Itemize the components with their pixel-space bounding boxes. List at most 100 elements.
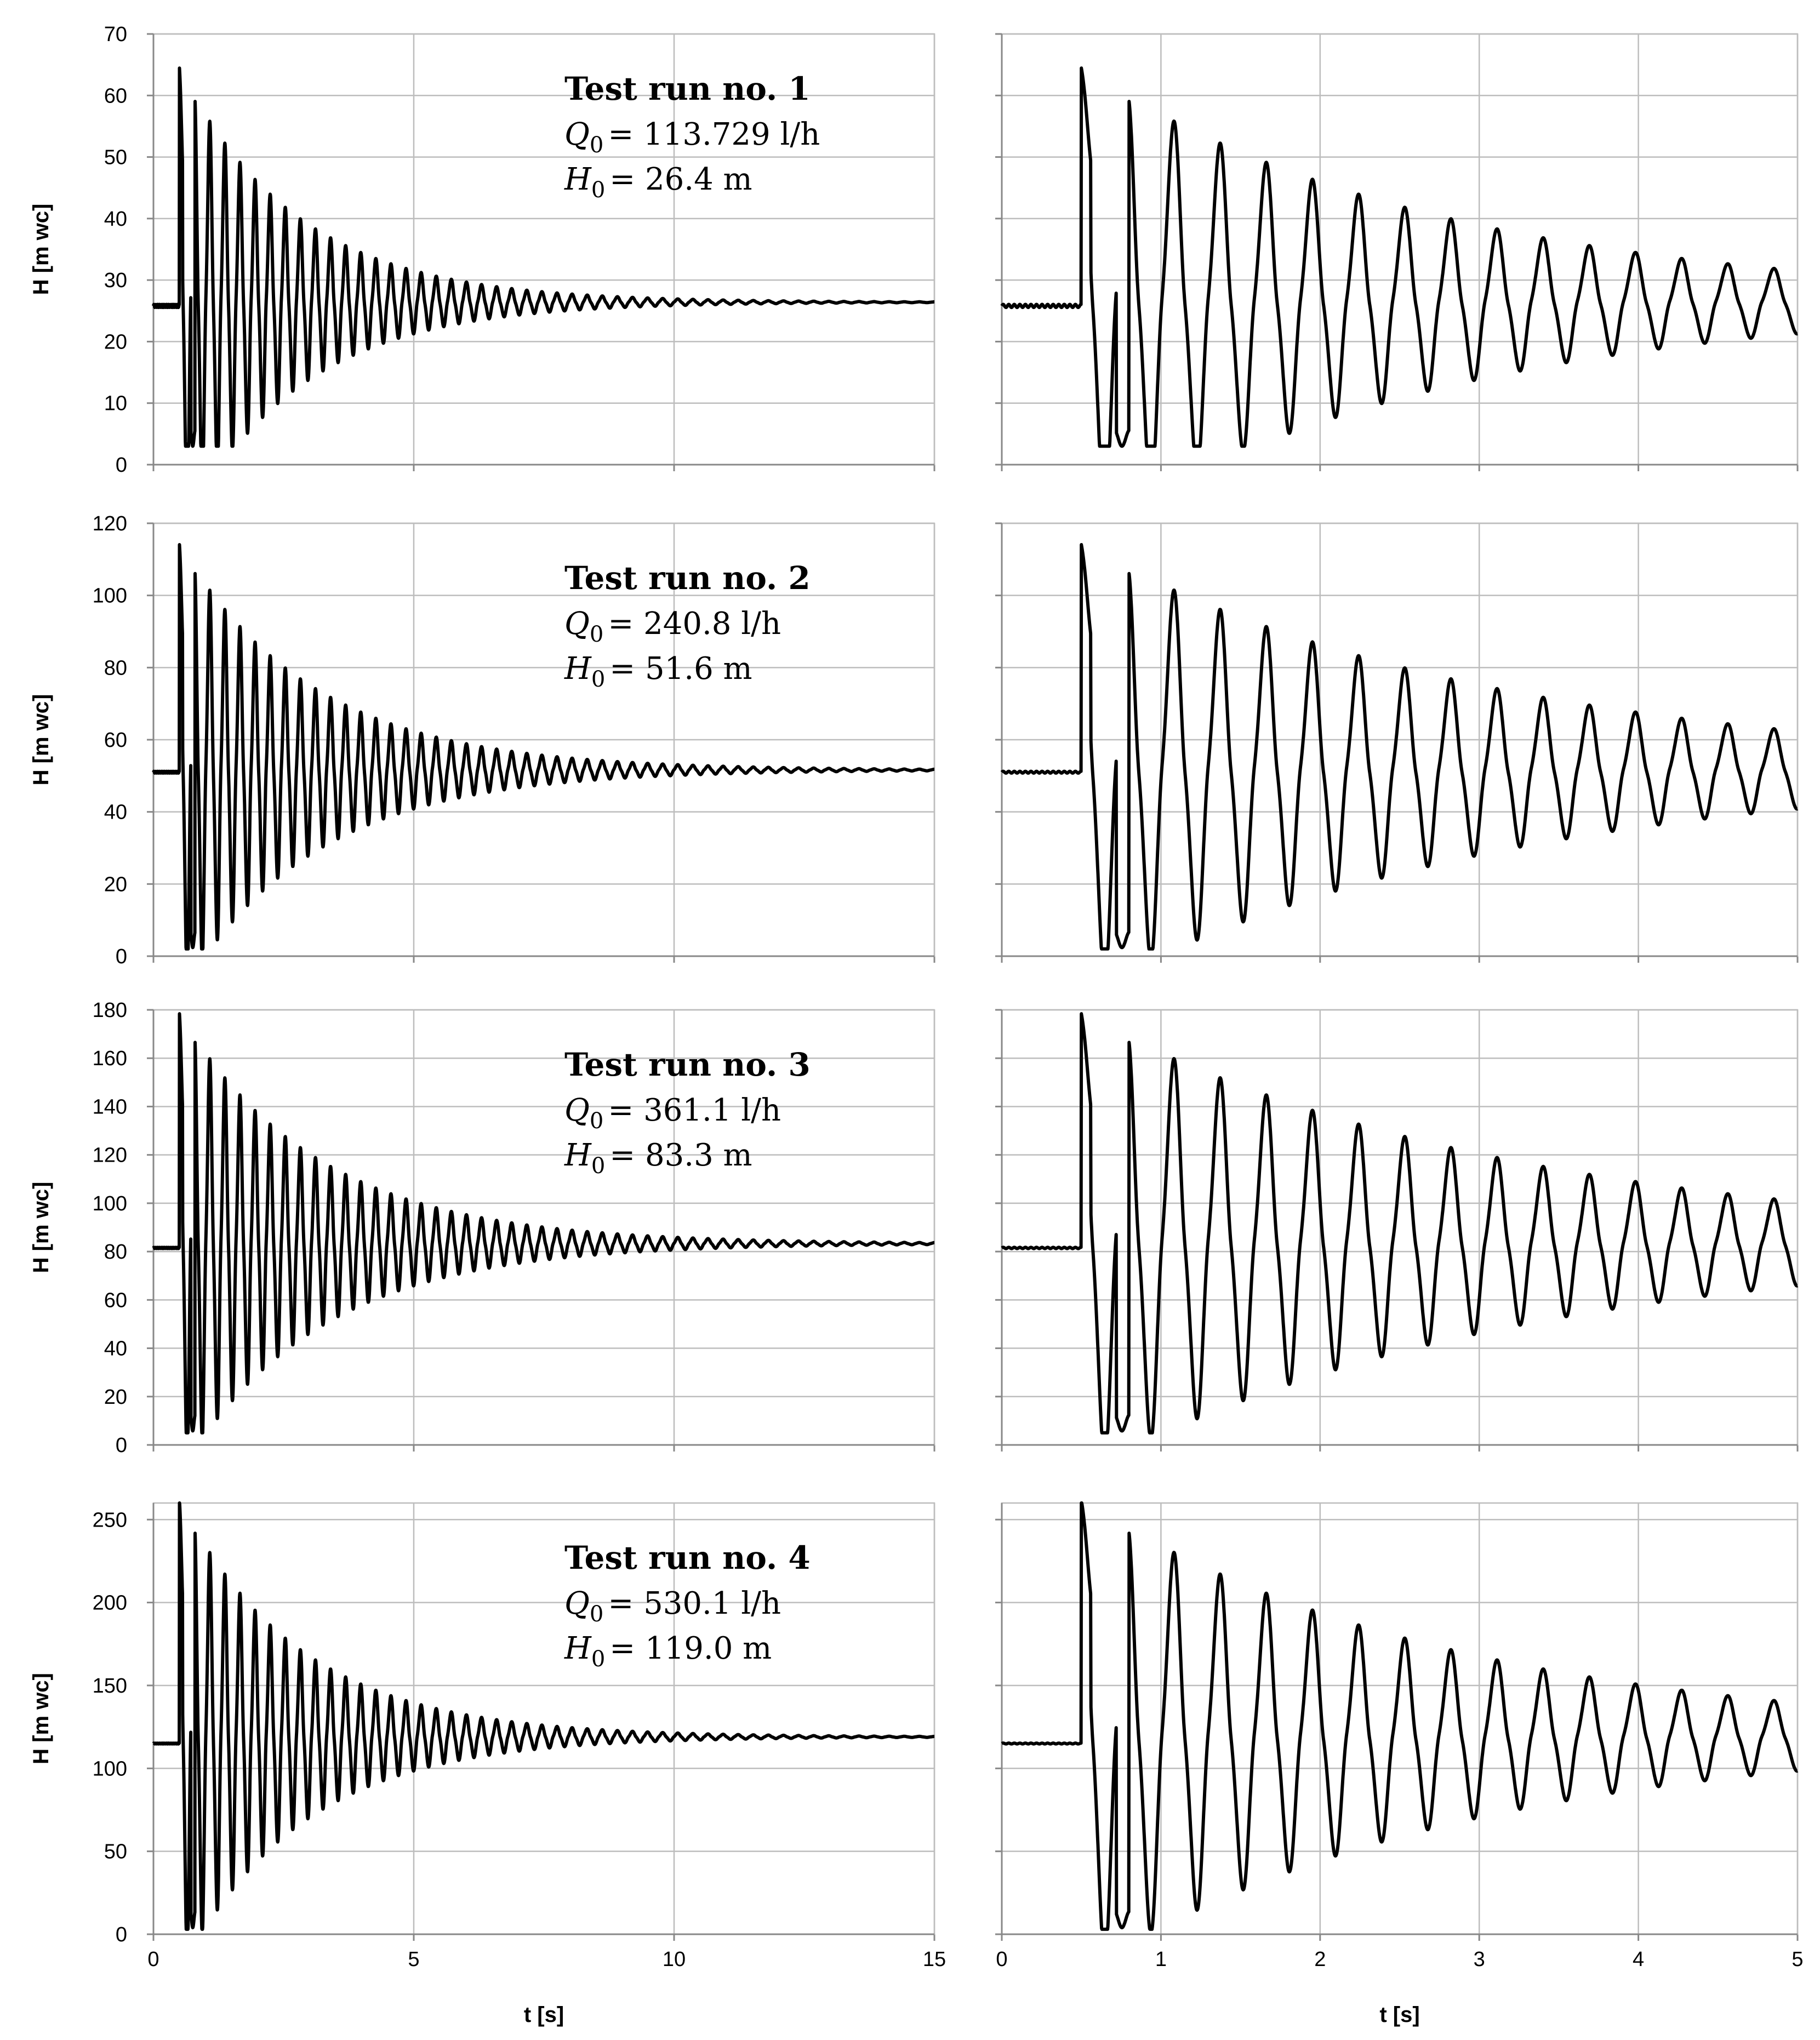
flow-subscript: 0	[590, 133, 603, 158]
annotation-run4: Test run no. 4Q0 = 530.1 l/hH0 = 119.0 m	[564, 1539, 811, 1672]
flow-subscript: 0	[590, 622, 603, 647]
flow-subscript: 0	[590, 1602, 603, 1627]
pressure-trace-run2-full	[152, 543, 936, 951]
y-tick-label: 40	[104, 208, 127, 231]
head-subscript: 0	[591, 1153, 605, 1179]
annotation-run3: Test run no. 3Q0 = 361.1 l/hH0 = 83.3 m	[564, 1046, 811, 1179]
y-tick-label: 150	[93, 1675, 127, 1698]
annotation-run2: Test run no. 2Q0 = 240.8 l/hH0 = 51.6 m	[564, 559, 811, 692]
x-tick-label: 10	[663, 1948, 686, 1971]
head-subscript: 0	[591, 178, 605, 203]
y-tick-label: 100	[93, 1757, 127, 1780]
x-axis-label: t [s]	[524, 2003, 564, 2027]
panel-run2-zoom	[995, 522, 1799, 963]
flow-subscript: 0	[590, 1108, 603, 1134]
y-tick-label: 0	[116, 1923, 127, 1946]
flow-value: = 113.729 l/h	[608, 117, 820, 152]
flow-rate-text: Q0 = 530.1 l/h	[564, 1586, 781, 1627]
y-tick-label: 40	[104, 801, 127, 824]
flow-symbol: Q	[564, 1093, 590, 1128]
head-text: H0 = 26.4 m	[564, 162, 752, 203]
head-text: H0 = 119.0 m	[564, 1631, 772, 1672]
y-tick-label: 30	[104, 269, 127, 292]
y-tick-label: 160	[93, 1047, 127, 1070]
run-title: Test run no. 1	[564, 70, 811, 107]
y-tick-label: 180	[93, 999, 127, 1022]
y-tick-label: 100	[93, 1192, 127, 1215]
head-text: H0 = 83.3 m	[564, 1138, 752, 1179]
pressure-trace-run1-full	[152, 66, 936, 448]
y-tick-label: 20	[104, 873, 127, 896]
flow-value: = 530.1 l/h	[608, 1586, 781, 1621]
annotation-run1: Test run no. 1Q0 = 113.729 l/hH0 = 26.4 m	[564, 70, 820, 203]
run-title: Test run no. 2	[564, 559, 811, 597]
y-tick-label: 20	[104, 1386, 127, 1409]
y-tick-label: 80	[104, 656, 127, 679]
panel-run4-zoom: 0 1 2 3 4 5	[995, 1501, 1804, 1971]
y-tick-label: 50	[104, 146, 127, 169]
y-tick-label: 0	[116, 454, 127, 477]
head-value: = 83.3 m	[609, 1138, 752, 1173]
flow-symbol: Q	[564, 117, 590, 152]
y-tick-label: 250	[93, 1508, 127, 1532]
head-value: = 51.6 m	[609, 651, 752, 687]
y-tick-label: 80	[104, 1241, 127, 1264]
head-text: H0 = 51.6 m	[564, 651, 752, 692]
pressure-trace-run2-zoom	[1000, 543, 1799, 951]
pressure-trace-run1-zoom	[1000, 66, 1799, 448]
y-tick-label: 60	[104, 1289, 127, 1312]
x-tick-label: 5	[1792, 1948, 1803, 1971]
x-tick-label: 2	[1314, 1948, 1326, 1971]
run-title: Test run no. 4	[564, 1539, 811, 1576]
y-tick-label: 40	[104, 1338, 127, 1361]
y-tick-label: 120	[93, 512, 127, 535]
y-tick-label: 70	[104, 23, 127, 46]
pressure-trace-run4-full	[152, 1501, 936, 1931]
pressure-trace-run3-full	[152, 1012, 936, 1435]
x-tick-label: 3	[1474, 1948, 1485, 1971]
y-tick-label: 140	[93, 1095, 127, 1118]
head-subscript: 0	[591, 1647, 605, 1672]
flow-rate-text: Q0 = 240.8 l/h	[564, 606, 781, 647]
plot-frame	[1001, 1502, 1799, 1935]
x-tick-label: 1	[1155, 1948, 1167, 1971]
plot-frame	[152, 1502, 935, 1935]
x-tick-label: 0	[996, 1948, 1007, 1971]
y-tick-label: 200	[93, 1592, 127, 1615]
flow-rate-text: Q0 = 361.1 l/h	[564, 1093, 781, 1134]
y-tick-label: 100	[93, 585, 127, 608]
panel-run3-zoom	[995, 1009, 1799, 1452]
flow-symbol: Q	[564, 1586, 590, 1621]
y-tick-label: 20	[104, 330, 127, 353]
flow-value: = 361.1 l/h	[608, 1093, 781, 1128]
pressure-trace-run4-zoom	[1000, 1501, 1799, 1931]
run-title: Test run no. 3	[564, 1046, 811, 1083]
head-symbol: H	[564, 651, 592, 687]
x-tick-label: 15	[923, 1948, 946, 1971]
y-tick-label: 10	[104, 392, 127, 415]
x-tick-label: 0	[147, 1948, 159, 1971]
head-symbol: H	[564, 162, 592, 197]
panel-run1-full: 0 10 20 30 40 50 60 70 H [m wc]	[29, 23, 936, 477]
y-axis-label: H [m wc]	[29, 204, 53, 295]
y-tick-label: 120	[93, 1144, 127, 1167]
y-tick-label: 0	[116, 1434, 127, 1457]
head-symbol: H	[564, 1631, 592, 1666]
head-value: = 26.4 m	[609, 162, 752, 197]
x-tick-label: 4	[1633, 1948, 1644, 1971]
annotations: Test run no. 1Q0 = 113.729 l/hH0 = 26.4 mT…	[564, 70, 820, 1672]
panel-run2-full: 0 20 40 60 80 100 120 H [m wc]	[29, 512, 936, 968]
flow-value: = 240.8 l/h	[608, 606, 781, 642]
panel-run4-full: 0 50 100 150 200 250 H [m wc] 0 5 10 15	[29, 1501, 946, 1971]
panel-run1-zoom	[995, 33, 1799, 471]
y-axis-label: H [m wc]	[29, 694, 53, 786]
head-value: = 119.0 m	[609, 1631, 772, 1666]
x-axis-labels: t [s] t [s]	[524, 2003, 1420, 2027]
y-tick-label: 60	[104, 84, 127, 107]
pressure-trace-run3-zoom	[1000, 1012, 1799, 1435]
plot-frame	[1001, 1009, 1799, 1446]
x-axis-label: t [s]	[1379, 2003, 1419, 2027]
y-axis-label: H [m wc]	[29, 1673, 53, 1764]
